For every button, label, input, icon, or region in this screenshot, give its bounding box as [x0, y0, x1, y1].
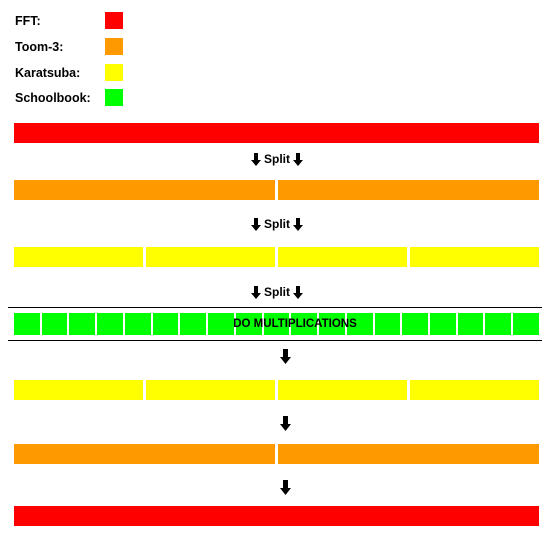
- schoolbook-segment: [152, 313, 179, 335]
- down-arrow-icon: [250, 286, 261, 300]
- down-arrow-icon: [280, 480, 291, 495]
- schoolbook-segment: [235, 313, 262, 335]
- schoolbook-segment: [14, 313, 40, 335]
- fft-segment: [14, 123, 539, 143]
- down-arrow-icon: [293, 218, 304, 232]
- karatsuba-segment: [410, 247, 539, 267]
- toom3-segment: [278, 444, 539, 464]
- down-arrow-icon: [280, 349, 291, 364]
- schoolbook-segment: [97, 313, 123, 335]
- schoolbook-segment: [374, 313, 401, 335]
- legend-swatch-schoolbook: [105, 89, 123, 106]
- schoolbook-segment: [346, 313, 373, 335]
- split-step-2: Split: [0, 216, 554, 232]
- down-arrow-icon: [250, 218, 261, 232]
- schoolbook-bar: DO MULTIPLICATIONS: [14, 313, 539, 335]
- karatsuba-segment: [146, 247, 275, 267]
- schoolbook-segment: [41, 313, 68, 335]
- divider-top: [8, 307, 542, 308]
- karatsuba-segment: [14, 247, 143, 267]
- karatsuba-segment: [278, 380, 407, 400]
- schoolbook-segment: [69, 313, 96, 335]
- do-multiplications-label: DO MULTIPLICATIONS: [233, 318, 357, 330]
- karatsuba-bar-top: [14, 247, 539, 267]
- fft-bar-top: [14, 123, 539, 143]
- schoolbook-segment: [430, 313, 456, 335]
- schoolbook-segment: [319, 313, 345, 335]
- split-step-1: Split: [0, 151, 554, 167]
- karatsuba-segment: [410, 380, 539, 400]
- schoolbook-segment: [402, 313, 429, 335]
- schoolbook-segment: [457, 313, 484, 335]
- split-label: Split: [264, 285, 290, 299]
- down-arrow-icon: [280, 416, 291, 431]
- fft-segment: [14, 506, 539, 526]
- schoolbook-segment: [513, 313, 539, 335]
- toom3-bar-top: [14, 180, 539, 200]
- karatsuba-segment: [278, 247, 407, 267]
- split-label: Split: [264, 152, 290, 166]
- legend-label-karatsuba: Karatsuba:: [15, 66, 81, 80]
- fft-bar-bottom: [14, 506, 539, 526]
- legend-swatch-fft: [105, 12, 123, 29]
- legend-label-schoolbook: Schoolbook:: [15, 91, 91, 105]
- divider-bottom: [8, 340, 542, 341]
- schoolbook-segment: [291, 313, 318, 335]
- schoolbook-cells: [14, 313, 539, 335]
- split-label: Split: [264, 217, 290, 231]
- legend-label-fft: FFT:: [15, 14, 41, 28]
- legend-swatch-karatsuba: [105, 64, 123, 81]
- down-arrow-icon: [293, 286, 304, 300]
- down-arrow-icon: [250, 153, 261, 167]
- karatsuba-bar-bottom: [14, 380, 539, 400]
- toom3-segment: [14, 444, 275, 464]
- toom3-segment: [14, 180, 275, 200]
- karatsuba-segment: [14, 380, 143, 400]
- schoolbook-segment: [208, 313, 234, 335]
- schoolbook-segment: [485, 313, 512, 335]
- legend-label-toom3: Toom-3:: [15, 40, 64, 54]
- legend-swatch-toom3: [105, 38, 123, 55]
- schoolbook-segment: [263, 313, 290, 335]
- split-step-3: Split: [0, 284, 554, 300]
- schoolbook-segment: [124, 313, 151, 335]
- toom3-segment: [278, 180, 539, 200]
- down-arrow-icon: [293, 153, 304, 167]
- karatsuba-segment: [146, 380, 275, 400]
- toom3-bar-bottom: [14, 444, 539, 464]
- schoolbook-segment: [180, 313, 207, 335]
